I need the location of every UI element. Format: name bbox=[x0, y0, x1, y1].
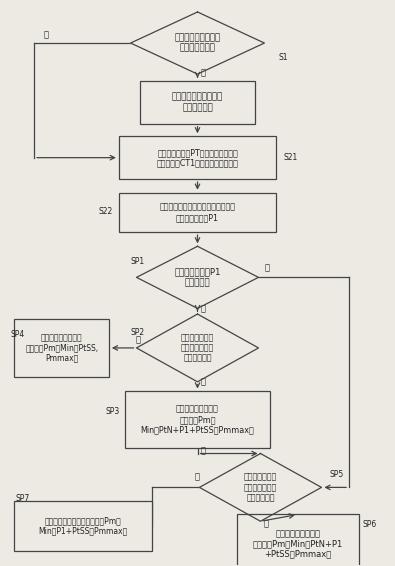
Bar bbox=[125, 392, 270, 448]
Text: 是: 是 bbox=[201, 305, 206, 314]
Text: 否: 否 bbox=[43, 30, 49, 39]
Text: 判断电力部门是
否允许牵引供电
系统余电上网: 判断电力部门是 否允许牵引供电 系统余电上网 bbox=[181, 333, 214, 363]
Text: 是: 是 bbox=[263, 520, 269, 529]
Bar bbox=[15, 319, 109, 378]
Text: 是: 是 bbox=[201, 447, 206, 456]
Text: 否: 否 bbox=[264, 264, 269, 273]
Text: 否: 否 bbox=[195, 473, 200, 482]
Text: 根据获取的电压信号和第一电流信号
计算牵引网功率P1: 根据获取的电压信号和第一电流信号 计算牵引网功率P1 bbox=[160, 203, 235, 222]
Text: 判断是否存在故障的
新能源发电装置: 判断是否存在故障的 新能源发电装置 bbox=[175, 33, 220, 53]
Polygon shape bbox=[131, 12, 264, 74]
Text: S22: S22 bbox=[98, 207, 113, 216]
Bar bbox=[119, 192, 276, 232]
Text: 判断牵引网功率P1
是否为负数: 判断牵引网功率P1 是否为负数 bbox=[174, 268, 221, 287]
Bar bbox=[119, 136, 276, 179]
Text: 控制新能源发电装置
输出功率Pm为Min（PtSS,
Pmmax）: 控制新能源发电装置 输出功率Pm为Min（PtSS, Pmmax） bbox=[25, 333, 98, 363]
Bar bbox=[15, 501, 152, 551]
Text: 是: 是 bbox=[201, 68, 206, 78]
Text: SP4: SP4 bbox=[11, 331, 25, 340]
Polygon shape bbox=[137, 246, 258, 308]
Text: S1: S1 bbox=[278, 53, 288, 62]
Text: 控制新能源发电装置输出功率Pm为
Min（P1+PtSS，Pmmax）: 控制新能源发电装置输出功率Pm为 Min（P1+PtSS，Pmmax） bbox=[39, 516, 128, 535]
Text: SP2: SP2 bbox=[131, 328, 145, 337]
Text: 判断电力部门是
否允许牵引供电
系统余电上网: 判断电力部门是 否允许牵引供电 系统余电上网 bbox=[244, 473, 277, 502]
Text: 否: 否 bbox=[135, 335, 141, 344]
Text: SP5: SP5 bbox=[330, 470, 344, 479]
Text: 是: 是 bbox=[201, 378, 206, 387]
Bar bbox=[237, 514, 359, 566]
Text: 控制新能源发电装置
输出功率Pm为
Min（PtN+P1+PtSS，Pmmax）: 控制新能源发电装置 输出功率Pm为 Min（PtN+P1+PtSS，Pmmax） bbox=[141, 405, 254, 435]
Text: SP7: SP7 bbox=[16, 494, 30, 503]
Text: SP3: SP3 bbox=[105, 406, 119, 415]
Text: S21: S21 bbox=[283, 153, 297, 162]
Text: 控制故障的新能源发电
装置退出运行: 控制故障的新能源发电 装置退出运行 bbox=[172, 93, 223, 112]
Text: 获取电压互感器PT测得的电压信号及
电流互感器CT1测得的第一电流信号: 获取电压互感器PT测得的电压信号及 电流互感器CT1测得的第一电流信号 bbox=[156, 148, 239, 168]
Text: SP1: SP1 bbox=[131, 257, 145, 266]
Text: 控制新能源发电装置
输出功率Pm为Min（PtN+P1
+PtSS；Pmmax）: 控制新能源发电装置 输出功率Pm为Min（PtN+P1 +PtSS；Pmmax） bbox=[253, 529, 343, 559]
Text: SP6: SP6 bbox=[363, 520, 377, 529]
Polygon shape bbox=[199, 453, 322, 521]
Bar bbox=[141, 81, 254, 124]
Polygon shape bbox=[137, 314, 258, 382]
